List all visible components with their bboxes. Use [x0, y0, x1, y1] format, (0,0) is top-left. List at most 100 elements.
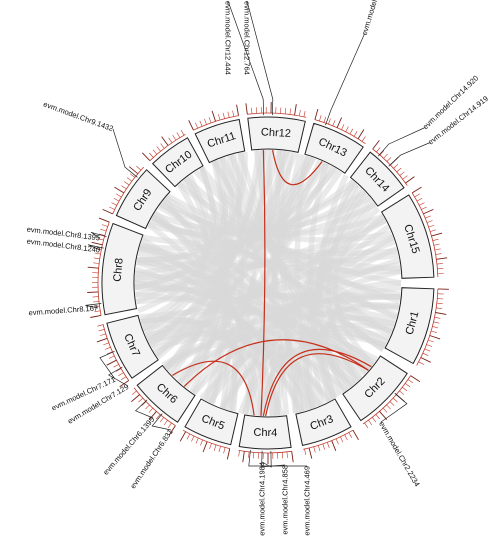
- minor-tick: [393, 398, 398, 402]
- gene-leader-line: [378, 128, 424, 156]
- minor-tick: [434, 244, 440, 245]
- chromosome-label-chr4: Chr4: [253, 427, 277, 439]
- minor-tick: [121, 377, 126, 380]
- gene-label-g8c: evm.model.Chr8.167: [28, 304, 98, 318]
- gene-leader-line: [326, 35, 365, 125]
- minor-tick: [251, 108, 252, 114]
- minor-tick: [328, 119, 330, 125]
- minor-tick: [214, 445, 216, 451]
- major-tick: [90, 315, 101, 317]
- minor-tick: [425, 349, 431, 351]
- gene-leader-line: [389, 143, 429, 166]
- minor-tick: [354, 131, 357, 136]
- minor-tick: [384, 154, 388, 158]
- major-tick: [430, 336, 440, 339]
- major-tick: [131, 395, 139, 402]
- major-tick: [99, 218, 109, 222]
- minor-tick: [100, 229, 106, 231]
- major-tick: [295, 104, 297, 115]
- major-tick: [162, 137, 169, 146]
- minor-tick: [324, 117, 326, 123]
- minor-tick: [299, 110, 300, 116]
- minor-tick: [204, 119, 206, 125]
- minor-tick: [383, 408, 387, 413]
- minor-tick: [437, 303, 443, 304]
- tick-baseline: [239, 450, 292, 453]
- minor-tick: [350, 129, 353, 134]
- minor-tick: [419, 203, 424, 206]
- minor-tick: [435, 249, 441, 250]
- major-tick: [337, 118, 342, 128]
- minor-tick: [118, 373, 123, 376]
- minor-tick: [109, 356, 114, 359]
- minor-tick: [196, 438, 198, 443]
- minor-tick: [149, 153, 153, 158]
- minor-tick: [248, 452, 249, 458]
- minor-tick: [437, 298, 443, 299]
- gene-label-g4a: evm.model.Chr4.1984: [258, 462, 267, 536]
- minor-tick: [319, 115, 321, 121]
- minor-tick: [209, 117, 211, 123]
- minor-tick: [304, 111, 305, 117]
- minor-tick: [415, 194, 420, 197]
- minor-tick: [430, 230, 436, 232]
- minor-tick: [365, 423, 368, 428]
- minor-tick: [102, 225, 108, 227]
- minor-tick: [224, 448, 226, 454]
- major-tick: [227, 449, 230, 460]
- minor-tick: [173, 135, 176, 140]
- minor-tick: [437, 268, 443, 269]
- minor-tick: [333, 120, 335, 126]
- gene-label-g9: evm.model.Chr9.1432: [42, 100, 114, 134]
- minor-tick: [109, 207, 114, 210]
- minor-tick: [376, 414, 380, 419]
- minor-tick: [387, 157, 391, 161]
- major-tick: [332, 441, 336, 451]
- major-tick: [97, 338, 107, 342]
- minor-tick: [436, 254, 442, 255]
- major-tick: [115, 187, 124, 193]
- minor-tick: [428, 340, 434, 342]
- minor-tick: [200, 440, 202, 446]
- minor-tick: [253, 452, 254, 458]
- gene-label-g4b: evm.model.Chr4.858: [281, 465, 290, 535]
- major-tick: [406, 177, 415, 184]
- minor-tick: [431, 331, 437, 333]
- minor-tick: [400, 172, 405, 176]
- minor-tick: [99, 329, 105, 331]
- minor-tick: [380, 151, 384, 156]
- minor-tick: [142, 402, 146, 406]
- major-tick: [431, 233, 442, 236]
- minor-tick: [114, 364, 119, 367]
- minor-tick: [223, 113, 225, 119]
- minor-tick: [157, 147, 161, 152]
- background-collinearity-links: [135, 150, 401, 416]
- minor-tick: [435, 317, 441, 318]
- minor-tick: [287, 452, 288, 458]
- minor-tick: [100, 334, 106, 336]
- major-tick: [129, 167, 138, 174]
- minor-tick: [181, 130, 184, 135]
- minor-tick: [323, 444, 325, 450]
- minor-tick: [437, 263, 443, 264]
- minor-tick: [97, 325, 103, 327]
- minor-tick: [114, 198, 119, 201]
- major-tick: [436, 258, 447, 260]
- minor-tick: [145, 405, 149, 409]
- minor-tick: [402, 387, 407, 391]
- minor-tick: [228, 112, 229, 118]
- minor-tick: [105, 347, 111, 349]
- major-tick: [435, 313, 446, 315]
- minor-tick: [149, 408, 153, 413]
- minor-tick: [161, 144, 165, 149]
- minor-tick: [432, 326, 438, 328]
- chromosome-label-chr8: Chr8: [112, 258, 126, 283]
- minor-tick: [340, 437, 343, 442]
- major-tick: [423, 209, 433, 214]
- minor-tick: [239, 451, 240, 457]
- major-tick: [292, 451, 294, 462]
- minor-tick: [342, 124, 345, 129]
- minor-tick: [423, 353, 429, 356]
- minor-tick: [112, 203, 117, 206]
